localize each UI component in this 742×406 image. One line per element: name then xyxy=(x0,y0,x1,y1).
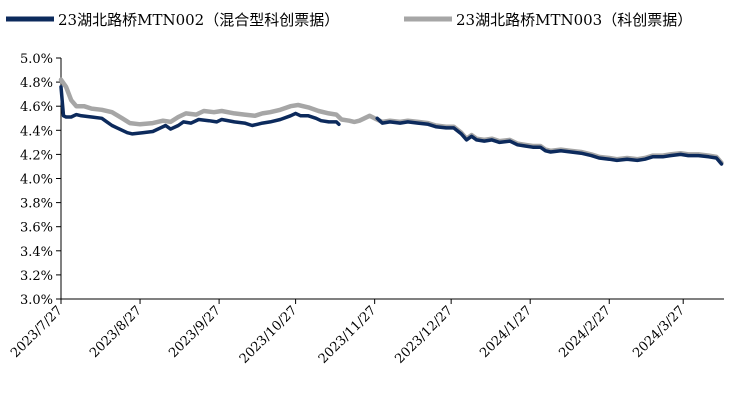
legend-label-mtn003: 23湖北路桥MTN003（科创票据） xyxy=(456,11,692,29)
x-tick-label: 2023/11/27 xyxy=(316,303,380,367)
y-tick-label: 3.0% xyxy=(20,293,53,308)
x-tick-label: 2024/3/27 xyxy=(630,303,688,361)
x-tick-label: 2024/2/27 xyxy=(556,303,614,361)
y-tick-label: 3.8% xyxy=(20,197,53,212)
y-tick-label: 3.6% xyxy=(20,221,53,236)
legend-label-mtn002: 23湖北路桥MTN002（混合型科创票据） xyxy=(58,11,339,29)
x-tick-label: 2023/12/27 xyxy=(392,303,456,367)
y-tick-label: 3.4% xyxy=(20,245,53,260)
y-tick-label: 3.2% xyxy=(20,269,53,284)
x-axis: 2023/7/27 2023/8/27 2023/9/27 2023/10/27 202… xyxy=(8,298,724,367)
series-line-mtn002-late xyxy=(375,116,724,166)
y-tick-label: 4.2% xyxy=(20,148,53,163)
x-tick-label: 2024/1/27 xyxy=(477,303,535,361)
series-layer xyxy=(58,77,724,166)
series-line-mtn002 xyxy=(59,85,341,136)
x-tick-label: 2023/9/27 xyxy=(166,303,224,361)
x-tick-label: 2023/7/27 xyxy=(8,303,66,361)
y-tick-label: 4.6% xyxy=(20,100,53,115)
y-tick-label: 4.8% xyxy=(20,76,53,91)
y-tick-label: 4.0% xyxy=(20,173,53,188)
legend: 23湖北路桥MTN002（混合型科创票据） 23湖北路桥MTN003（科创票据） xyxy=(6,11,692,29)
y-tick-label: 4.4% xyxy=(20,124,53,139)
y-tick-label: 5.0% xyxy=(20,52,53,67)
x-tick-label: 2023/8/27 xyxy=(87,303,145,361)
x-tick-label: 2023/10/27 xyxy=(237,303,301,367)
y-axis: 5.0% 4.8% 4.6% 4.4% 4.2% 4.0% 3.8% 3.6% 3.4% 3.2%… xyxy=(20,52,62,308)
